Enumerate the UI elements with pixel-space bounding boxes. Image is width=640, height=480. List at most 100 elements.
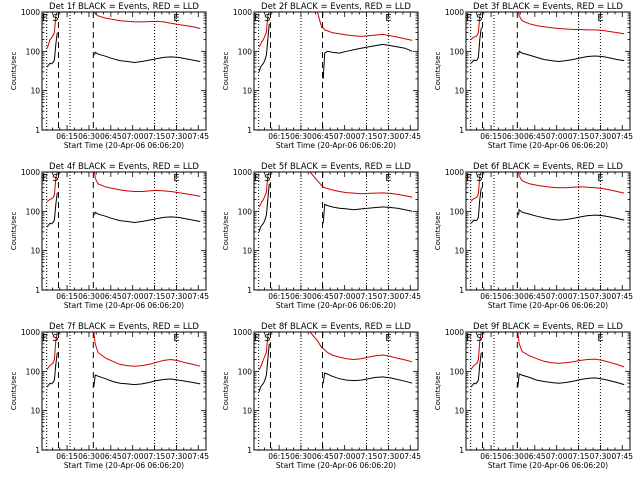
x-tick-label: 07:45 [399, 292, 421, 301]
x-tick-label: 07:00 [122, 452, 144, 461]
y-tick-label: 1000 [233, 328, 252, 337]
x-ticks: 06:15 06:30 06:45 07:00 07:15 07:30 07:45 [52, 332, 209, 461]
y-tick-label: 1 [35, 286, 40, 295]
x-tick-label: 07:15 [144, 132, 166, 141]
y-ticks: 1 10 100 1000 [445, 328, 630, 455]
x-tick-label: 07:00 [334, 132, 356, 141]
y-tick-label: 1 [459, 446, 464, 455]
plot-frame [41, 171, 207, 291]
chart-panel: Det 1f BLACK = Events, RED = LLD Counts/s… [10, 2, 209, 150]
chart-title: Det 4f BLACK = Events, RED = LLD [49, 162, 199, 172]
y-axis-label: Counts/sec [434, 372, 442, 411]
x-tick-label: 06:30 [290, 132, 312, 141]
series-line-lld [470, 332, 625, 370]
y-tick-label: 1000 [21, 168, 40, 177]
chart-panel: Det 8f BLACK = Events, RED = LLD Counts/s… [222, 322, 421, 470]
y-tick-label: 1 [459, 286, 464, 295]
x-tick-label: 07:45 [187, 132, 209, 141]
series-line-lld [46, 172, 201, 202]
series-group [470, 172, 625, 224]
x-tick-label: 07:00 [334, 452, 356, 461]
event-marker-label: E [254, 13, 260, 24]
event-marker-label: S [476, 173, 482, 184]
x-tick-label: 07:00 [334, 292, 356, 301]
chart-title: Det 8f BLACK = Events, RED = LLD [261, 322, 411, 332]
series-line-lld [258, 12, 413, 48]
x-tick-label: 06:45 [312, 132, 334, 141]
series-group [258, 332, 413, 393]
y-tick-label: 100 [238, 367, 253, 376]
x-tick-label: 06:15 [480, 292, 502, 301]
x-ticks: 06:15 06:30 06:45 07:00 07:15 07:30 07:45 [264, 12, 421, 141]
event-marker-label: E [597, 13, 603, 24]
event-marker-label: E [597, 333, 603, 344]
x-tick-label: 07:30 [590, 132, 612, 141]
event-marker-label: E [466, 173, 472, 184]
y-axis-label: Counts/sec [434, 212, 442, 251]
plot-frame [465, 331, 631, 451]
x-tick-label: 06:45 [312, 452, 334, 461]
y-ticks: 1 10 100 1000 [233, 328, 418, 455]
chart-title: Det 2f BLACK = Events, RED = LLD [261, 2, 411, 12]
y-axis-label: Counts/sec [10, 372, 18, 411]
event-marker-label: S [264, 333, 270, 344]
y-tick-label: 10 [242, 247, 252, 256]
x-tick-label: 07:30 [166, 452, 188, 461]
event-marker-label: E [42, 173, 48, 184]
x-axis-label: Start Time (20-Apr-06 06:06:20) [64, 301, 184, 310]
y-axis-label: Counts/sec [10, 52, 18, 91]
y-tick-label: 10 [30, 87, 40, 96]
x-tick-label: 06:15 [268, 452, 290, 461]
x-tick-label: 06:45 [312, 292, 334, 301]
x-tick-label: 06:15 [480, 452, 502, 461]
series-line-events [46, 192, 201, 228]
series-group [46, 172, 201, 228]
x-axis-label: Start Time (20-Apr-06 06:06:20) [488, 141, 608, 150]
y-tick-label: 1 [247, 286, 252, 295]
x-tick-label: 06:30 [290, 292, 312, 301]
y-ticks: 1 10 100 1000 [445, 8, 630, 135]
plot-frame [465, 171, 631, 291]
series-line-events [470, 27, 625, 64]
x-tick-label: 07:30 [166, 292, 188, 301]
x-tick-label: 06:45 [524, 132, 546, 141]
chart-title: Det 3f BLACK = Events, RED = LLD [473, 2, 623, 12]
y-axis-label: Counts/sec [222, 212, 230, 251]
chart-panel: Det 9f BLACK = Events, RED = LLD Counts/s… [434, 322, 633, 470]
event-lines [258, 172, 389, 290]
x-tick-label: 06:15 [480, 132, 502, 141]
x-tick-label: 06:30 [78, 292, 100, 301]
x-tick-label: 07:30 [378, 132, 400, 141]
x-tick-label: 07:45 [611, 132, 633, 141]
y-tick-label: 10 [30, 247, 40, 256]
x-tick-label: 06:30 [502, 292, 524, 301]
x-ticks: 06:15 06:30 06:45 07:00 07:15 07:30 07:45 [476, 12, 633, 141]
series-line-lld [258, 332, 413, 370]
x-axis-label: Start Time (20-Apr-06 06:06:20) [64, 141, 184, 150]
y-tick-label: 100 [450, 207, 465, 216]
event-marker-label: E [385, 333, 391, 344]
x-tick-label: 06:15 [56, 132, 78, 141]
series-line-lld [470, 172, 625, 202]
event-lines [470, 172, 601, 290]
series-group [46, 12, 201, 68]
y-ticks: 1 10 100 1000 [21, 8, 206, 135]
x-tick-label: 07:00 [546, 452, 568, 461]
y-ticks: 1 10 100 1000 [233, 8, 418, 135]
chart-title: Det 6f BLACK = Events, RED = LLD [473, 162, 623, 172]
series-group [470, 12, 625, 64]
x-tick-label: 07:45 [187, 452, 209, 461]
series-group [258, 172, 413, 233]
x-tick-label: 07:15 [144, 292, 166, 301]
y-tick-label: 100 [26, 207, 41, 216]
event-marker-label: E [173, 13, 179, 24]
event-marker-label: E [42, 333, 48, 344]
x-axis-label: Start Time (20-Apr-06 06:06:20) [276, 461, 396, 470]
event-lines [46, 12, 177, 130]
event-lines [46, 332, 177, 450]
series-line-lld [258, 172, 413, 208]
x-tick-label: 07:15 [356, 452, 378, 461]
y-tick-label: 10 [454, 247, 464, 256]
x-tick-label: 06:45 [100, 292, 122, 301]
